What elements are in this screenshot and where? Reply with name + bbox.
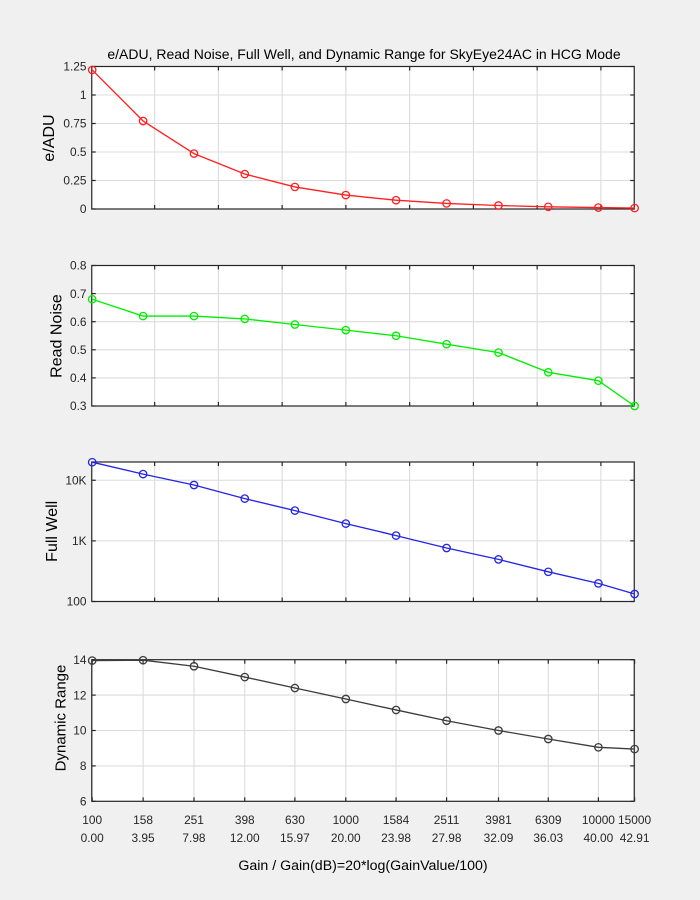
svg-text:2511: 2511 — [434, 813, 460, 827]
svg-text:Read Noise: Read Noise — [49, 294, 66, 378]
svg-text:100: 100 — [82, 813, 102, 827]
svg-text:0.3: 0.3 — [70, 399, 87, 413]
svg-text:Dynamic Range: Dynamic Range — [52, 665, 69, 772]
svg-text:10000: 10000 — [582, 813, 615, 827]
svg-text:100: 100 — [67, 595, 87, 609]
svg-text:3.95: 3.95 — [132, 831, 156, 845]
svg-text:42.91: 42.91 — [620, 831, 650, 845]
svg-text:0.5: 0.5 — [70, 145, 87, 159]
svg-text:e/ADU, Read Noise, Full Well,: e/ADU, Read Noise, Full Well, and Dynami… — [107, 46, 620, 62]
svg-text:8: 8 — [80, 759, 87, 773]
svg-text:0.25: 0.25 — [63, 174, 87, 188]
svg-text:0.5: 0.5 — [70, 343, 87, 357]
svg-text:6: 6 — [80, 795, 87, 809]
svg-text:12.00: 12.00 — [230, 831, 260, 845]
svg-text:1584: 1584 — [383, 813, 410, 827]
svg-text:3981: 3981 — [485, 813, 512, 827]
svg-text:1: 1 — [80, 88, 87, 102]
svg-text:0: 0 — [80, 202, 87, 216]
svg-text:0.4: 0.4 — [70, 371, 87, 385]
svg-text:158: 158 — [133, 813, 153, 827]
svg-text:0.8: 0.8 — [70, 259, 87, 273]
svg-text:0.00: 0.00 — [81, 831, 105, 845]
svg-text:0.6: 0.6 — [70, 315, 87, 329]
svg-text:14: 14 — [73, 653, 87, 667]
svg-text:12: 12 — [73, 688, 87, 702]
svg-text:23.98: 23.98 — [381, 831, 411, 845]
svg-text:630: 630 — [285, 813, 305, 827]
svg-text:1000: 1000 — [333, 813, 360, 827]
svg-text:Gain / Gain(dB)=20*log(GainVal: Gain / Gain(dB)=20*log(GainValue/100) — [238, 858, 487, 874]
svg-text:40.00: 40.00 — [584, 831, 614, 845]
svg-text:398: 398 — [235, 813, 255, 827]
svg-text:6309: 6309 — [535, 813, 562, 827]
svg-text:10: 10 — [73, 724, 87, 738]
svg-text:0.7: 0.7 — [70, 287, 87, 301]
svg-text:1K: 1K — [72, 534, 87, 548]
svg-text:251: 251 — [184, 813, 204, 827]
svg-text:27.98: 27.98 — [432, 831, 462, 845]
svg-text:32.09: 32.09 — [484, 831, 514, 845]
svg-text:0.75: 0.75 — [63, 117, 87, 131]
svg-text:20.00: 20.00 — [331, 831, 361, 845]
svg-text:e/ADU: e/ADU — [41, 114, 58, 161]
svg-text:1.25: 1.25 — [63, 60, 87, 74]
svg-text:36.03: 36.03 — [533, 831, 563, 845]
svg-text:10K: 10K — [65, 473, 86, 487]
svg-text:7.98: 7.98 — [182, 831, 206, 845]
svg-text:15000: 15000 — [618, 813, 651, 827]
svg-text:Full Well: Full Well — [44, 501, 61, 562]
svg-text:15.97: 15.97 — [280, 831, 310, 845]
